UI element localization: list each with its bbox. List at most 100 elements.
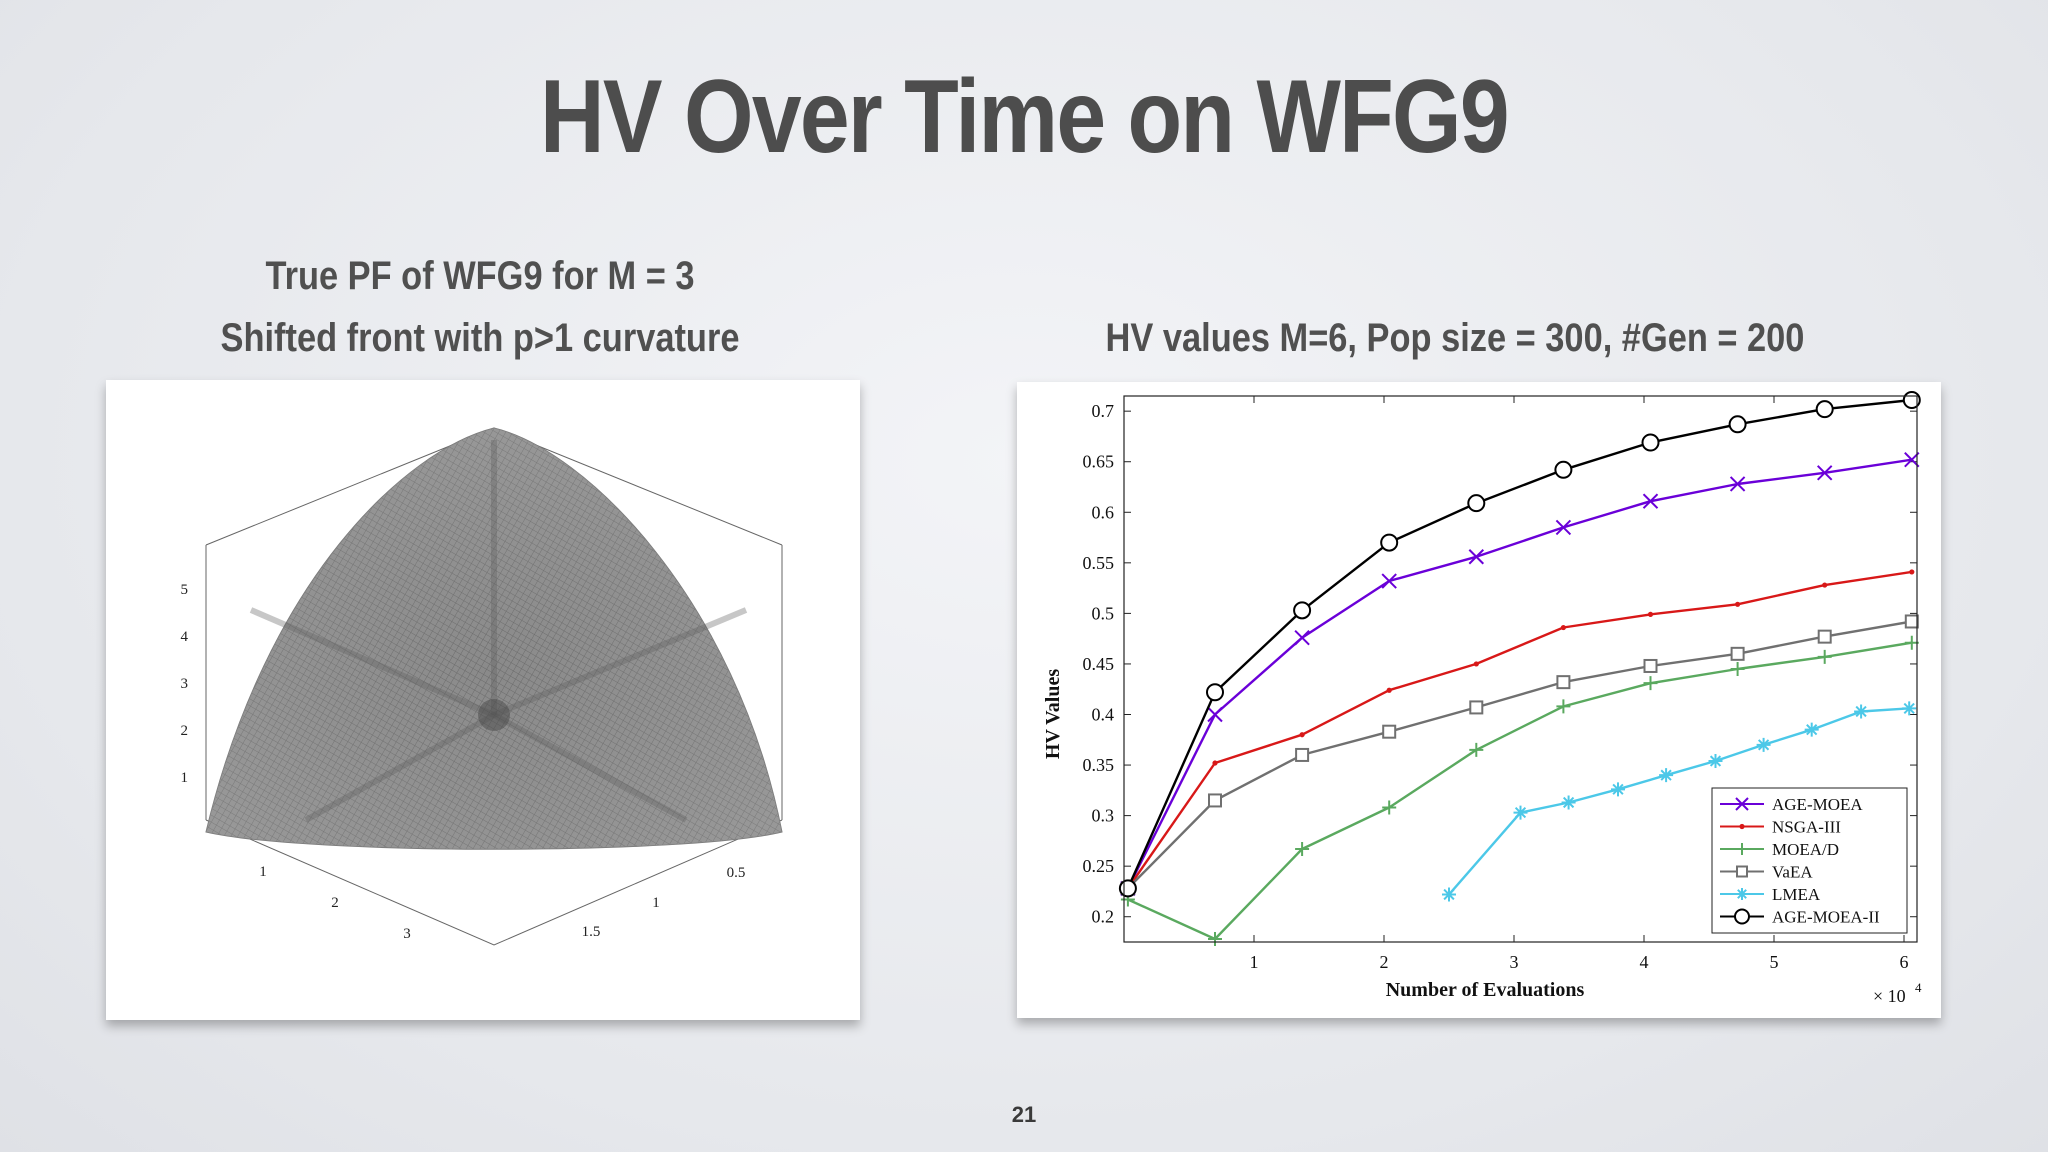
data-point	[1734, 908, 1750, 925]
data-point	[1560, 624, 1566, 631]
y-tick-label: 0.25	[1083, 856, 1115, 876]
data-point	[1295, 747, 1310, 762]
legend-box	[1711, 787, 1908, 934]
y-tick-label: 0.4	[1092, 705, 1115, 725]
series-lmea	[1442, 701, 1917, 902]
data-point	[1815, 400, 1834, 419]
z-tick-label: 4	[181, 629, 189, 645]
data-point	[1513, 805, 1528, 820]
surface-plot: 5 4 3 2 1 1 2 3 0.5 1 1.5	[181, 427, 783, 946]
data-point	[1467, 494, 1486, 513]
data-point	[1473, 661, 1479, 667]
data-point	[1555, 519, 1572, 536]
legend-label: AGE-MOEA-II	[1772, 908, 1880, 927]
x-axis-label: Number of Evaluations	[1386, 979, 1585, 1001]
legend-label: MOEA/D	[1772, 840, 1839, 859]
x-tick-label: 6	[1900, 952, 1909, 972]
series-line	[1127, 620, 1913, 890]
data-point	[1730, 662, 1745, 676]
data-point	[1817, 629, 1832, 644]
data-point	[1469, 700, 1484, 715]
data-point	[1854, 704, 1869, 719]
x-multiplier-exponent: 4	[1915, 980, 1922, 995]
data-point	[1736, 843, 1748, 855]
data-point	[1380, 533, 1399, 552]
data-point	[1643, 658, 1658, 673]
y-axis-label: HV Values	[1042, 669, 1064, 759]
data-point	[1735, 601, 1741, 607]
series-line	[1127, 641, 1912, 941]
data-point	[1804, 722, 1819, 737]
z-tick-label: 1	[181, 770, 189, 786]
data-point	[1206, 683, 1224, 702]
y-tick-label: 0.6	[1092, 502, 1115, 522]
data-point	[1386, 687, 1392, 693]
data-point	[1647, 611, 1654, 617]
z-axis-ticks: 5 4 3 2 1	[181, 582, 189, 786]
legend-item: AGE-MOEA-II	[1720, 908, 1880, 927]
y-tick-label: 0.65	[1083, 452, 1115, 472]
hv-chart: 1 2 3 4 5 6 0.2 0.25 0.3 0.35 0.4 0.45 0.5 0.55 0.6 0.6…	[1042, 391, 1922, 1006]
legend-label: AGE-MOEA	[1772, 795, 1863, 814]
y-tick-label: 1.5	[582, 924, 601, 940]
hv-chart-panel: 1 2 3 4 5 6 0.2 0.25 0.3 0.35 0.4 0.45 0.5 0.55 0.6 0.6…	[1017, 382, 1941, 1018]
y-tick-label: 0.7	[1092, 401, 1115, 421]
x-multiplier-base: × 10	[1873, 986, 1906, 1006]
x-tick-label: 5	[1770, 952, 1779, 972]
data-point	[1295, 841, 1310, 856]
data-point	[1708, 754, 1723, 769]
data-point	[1556, 699, 1571, 714]
data-point	[1381, 573, 1397, 589]
data-point	[1729, 476, 1746, 492]
surface-plot-panel: 5 4 3 2 1 1 2 3 0.5 1 1.5	[106, 380, 860, 1020]
legend-item: AGE-MOEA	[1720, 795, 1863, 814]
x-tick-label: 1	[1250, 952, 1259, 972]
data-point	[1736, 888, 1748, 900]
data-point	[1822, 582, 1828, 588]
data-point	[1641, 433, 1660, 452]
legend-item: NSGA-III	[1720, 818, 1841, 837]
y-tick-label: 1	[652, 895, 660, 911]
data-point	[1904, 614, 1919, 629]
x-axis-ticks: 1 2 3	[259, 864, 411, 942]
data-point	[1736, 865, 1748, 878]
data-point	[1561, 795, 1576, 810]
slide-title: HV Over Time on WFG9	[540, 59, 1510, 175]
data-point	[1299, 732, 1305, 738]
data-point	[1382, 724, 1397, 739]
surface-box	[205, 427, 783, 946]
x-tick-label: 4	[1640, 952, 1649, 972]
data-point	[1469, 742, 1484, 757]
x-multiplier: × 10 4	[1873, 980, 1922, 1006]
z-tick-label: 3	[181, 676, 189, 692]
legend-item: MOEA/D	[1720, 840, 1839, 859]
z-tick-label: 2	[181, 723, 189, 739]
data-point	[1442, 887, 1456, 902]
x-tick-label: 1	[259, 864, 267, 880]
data-point	[1208, 931, 1222, 946]
data-point	[1118, 879, 1137, 898]
y-tick-label: 0.55	[1083, 553, 1115, 573]
data-point	[1756, 737, 1771, 752]
data-point	[1294, 629, 1310, 646]
y-tick-label: 0.35	[1083, 755, 1115, 775]
x-tick-label: 2	[331, 895, 339, 911]
data-point	[1728, 415, 1747, 434]
data-point	[1902, 701, 1917, 716]
data-point	[1659, 768, 1674, 783]
left-caption-line2: Shifted front with p>1 curvature	[220, 316, 740, 360]
legend-item: LMEA	[1720, 885, 1821, 904]
plot-frame	[1123, 395, 1918, 943]
data-point	[1382, 800, 1397, 815]
data-point	[1739, 823, 1745, 830]
series-line	[1126, 458, 1912, 889]
x-tick-label: 3	[403, 926, 411, 942]
data-point	[1816, 465, 1833, 481]
data-point	[1208, 793, 1222, 808]
y-tick-label: 0.5	[727, 865, 746, 881]
data-point	[1642, 493, 1659, 509]
data-point	[1817, 649, 1832, 664]
series-moea-d	[1120, 635, 1919, 946]
legend: AGE-MOEA NSGA-III MOEA/D VaEA LMEA AGE-MOEA-I…	[1711, 787, 1908, 934]
y-tick-label: 0.45	[1083, 654, 1115, 674]
